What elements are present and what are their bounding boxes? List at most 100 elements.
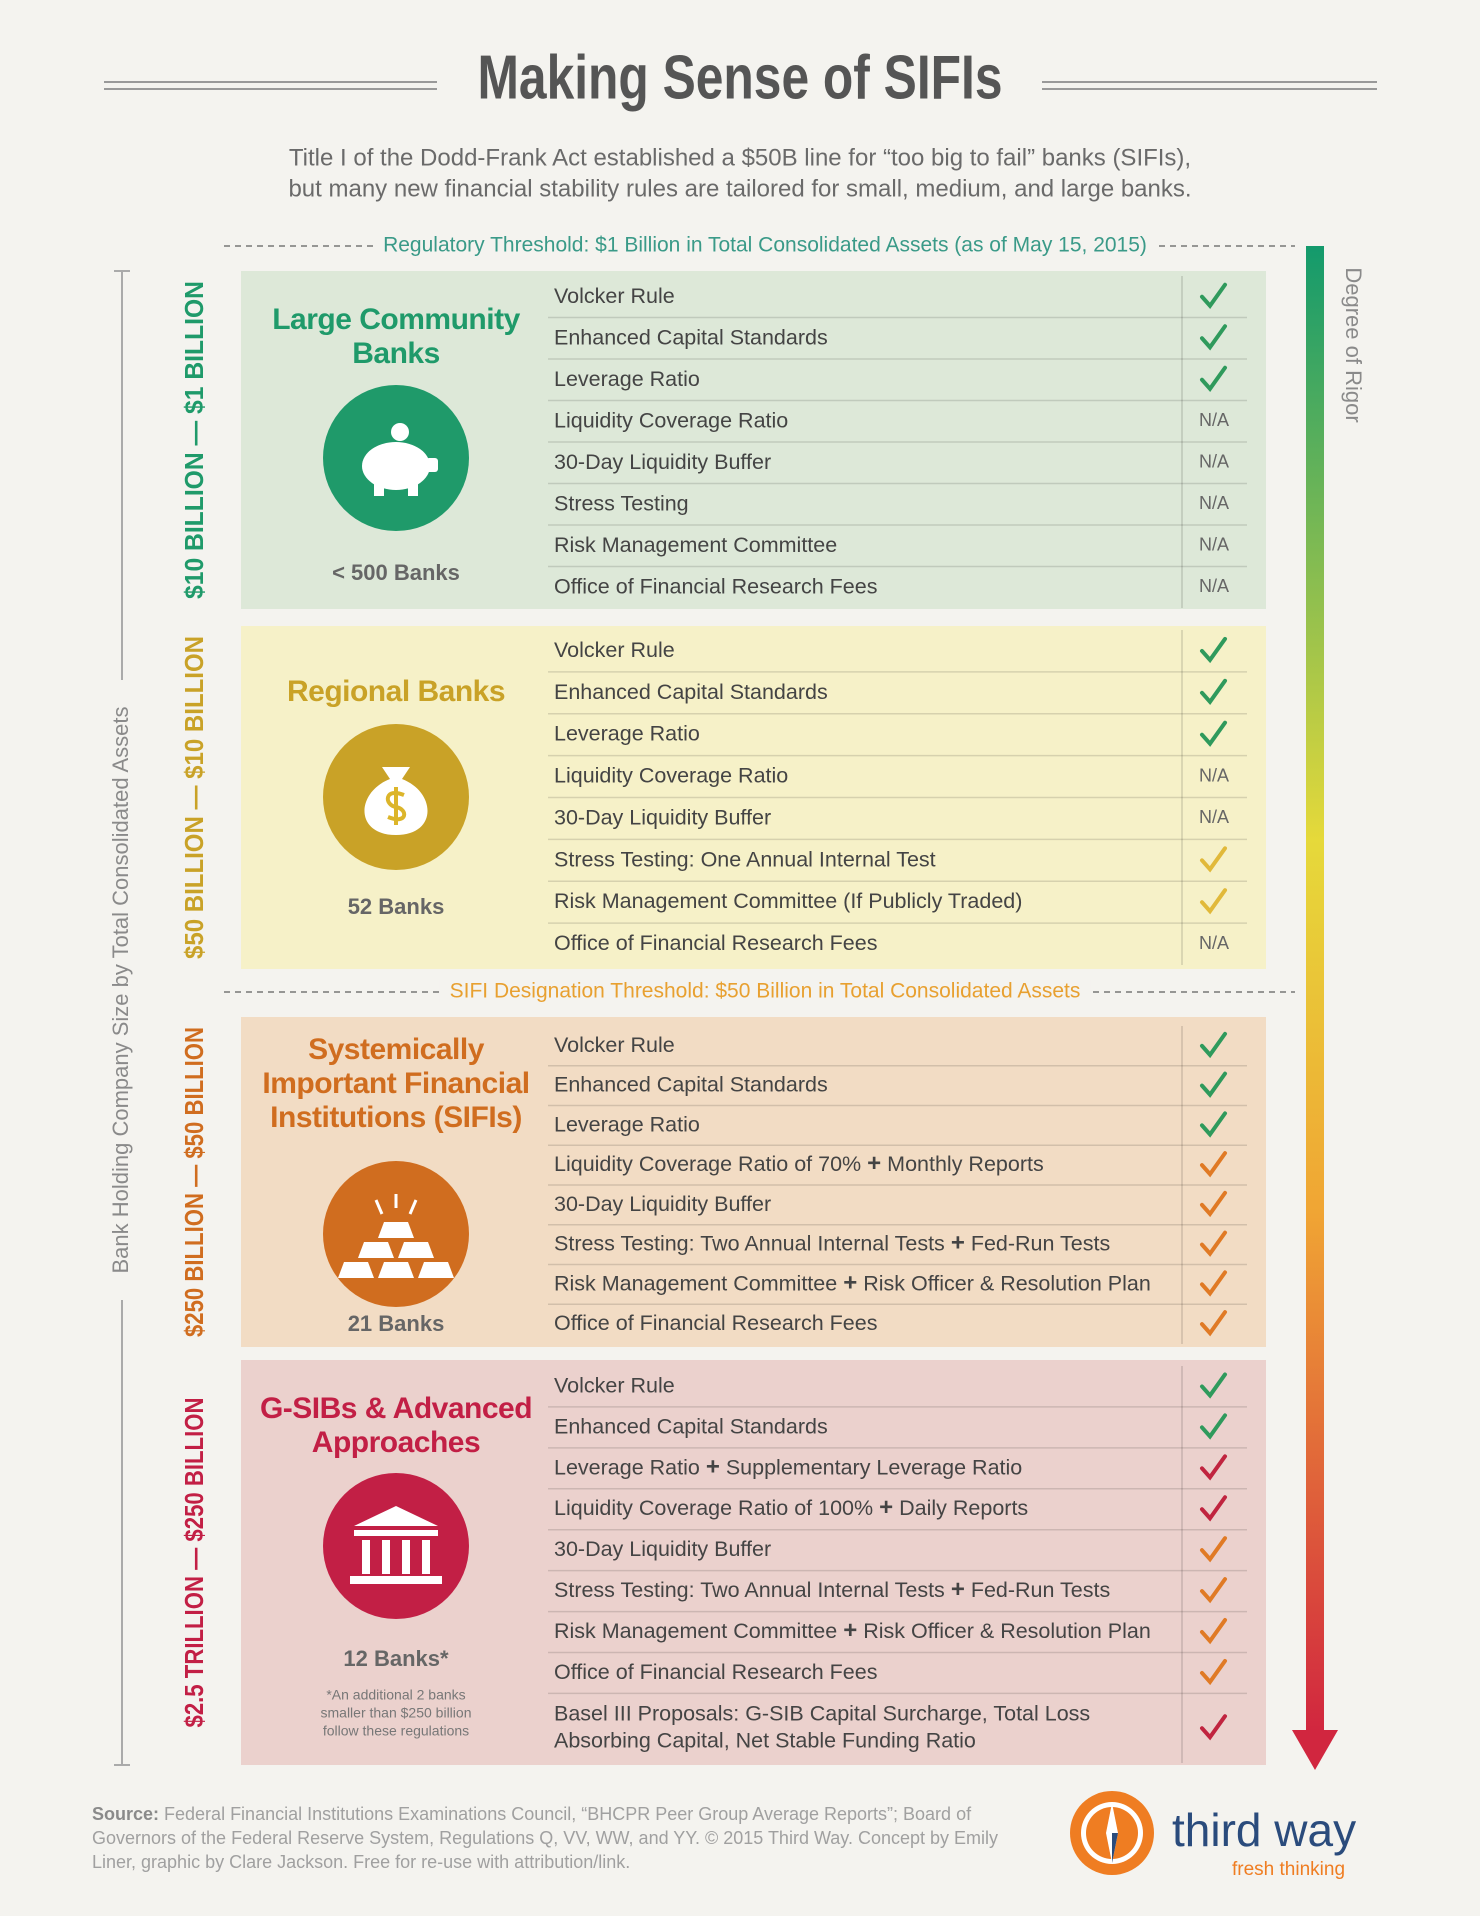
row-text: Office of Financial Research Fees	[554, 1311, 877, 1335]
row-part: 30-Day Liquidity Buffer	[554, 805, 771, 829]
row-text: Volcker Rule	[554, 638, 675, 662]
rigor-arrow-head	[1292, 1730, 1338, 1770]
row-part: 30-Day Liquidity Buffer	[554, 449, 771, 473]
row-text: Liquidity Coverage Ratio	[554, 763, 788, 787]
threshold-bg	[439, 979, 1091, 1003]
row-text: Risk Management Committee + Risk Officer &…	[554, 1617, 1151, 1644]
row-text: Leverage Ratio + Supplementary Leverage Ra…	[554, 1454, 1022, 1481]
row-part: Risk Management Committee	[554, 532, 837, 556]
row-text: Volcker Rule	[554, 1033, 675, 1057]
check	[1200, 1618, 1227, 1645]
row-part: Volcker Rule	[554, 283, 675, 307]
check	[1200, 1577, 1227, 1604]
row-part: Risk Management Committee	[554, 1271, 837, 1295]
tier-count: 21 Banks	[348, 1311, 445, 1336]
row-text: Risk Management Committee (If Publicly T…	[554, 889, 1022, 913]
tier-name: Approaches	[312, 1426, 480, 1459]
icon-shape	[398, 1242, 434, 1258]
row-text: Office of Financial Research Fees	[554, 574, 877, 598]
icon-shape	[402, 1540, 410, 1574]
tier-name: Important Financial	[262, 1067, 529, 1100]
row-text: Basel III Proposals: G-SIB Capital Surch…	[554, 1701, 1090, 1725]
source-label: Source:	[92, 1804, 160, 1824]
row-part: 30-Day Liquidity Buffer	[554, 1537, 771, 1561]
row-text: 30-Day Liquidity Buffer	[554, 805, 771, 829]
tier-name: Institutions (SIFIs)	[270, 1101, 522, 1134]
row-text: Volcker Rule	[554, 283, 675, 307]
tier-range: $50 BILLION — $10 BILLION	[179, 636, 209, 959]
icon-shape	[426, 458, 438, 472]
icon-shape	[362, 1540, 370, 1574]
tier: $2.5 TRILLION — $250 BILLION G-SIBs & Adv…	[179, 1360, 1266, 1765]
row-part: Leverage Ratio	[554, 1112, 700, 1136]
tier-name: Banks	[352, 337, 440, 370]
check	[1200, 1658, 1227, 1686]
threshold-bg	[373, 233, 1157, 257]
row-part: Leverage Ratio	[554, 1455, 700, 1479]
tier-note: *An additional 2 banks	[326, 1687, 465, 1703]
row-text: Liquidity Coverage Ratio of 70% + Monthly …	[554, 1150, 1044, 1177]
row-part: Monthly Reports	[887, 1152, 1044, 1176]
check	[1200, 846, 1227, 873]
check	[1200, 1111, 1227, 1138]
tier-name: G-SIBs & Advanced	[260, 1392, 532, 1425]
check	[1200, 1372, 1227, 1399]
icon-shape	[358, 1242, 394, 1258]
icon-shape	[378, 1262, 414, 1278]
row-part: Liquidity Coverage Ratio	[554, 763, 788, 787]
row-status: N/A	[1199, 493, 1229, 513]
row-text: Liquidity Coverage Ratio of 100% + Daily R…	[554, 1495, 1028, 1522]
icon-shape	[338, 1262, 374, 1278]
row-part: Enhanced Capital Standards	[554, 1414, 828, 1438]
row-part: Leverage Ratio	[554, 366, 700, 390]
row-part: Stress Testing	[554, 491, 689, 515]
row-part: Office of Financial Research Fees	[554, 931, 877, 955]
tier-note: smaller than $250 billion	[321, 1705, 472, 1721]
icon-shape	[374, 480, 384, 496]
row-part: Liquidity Coverage Ratio of 70%	[554, 1152, 861, 1176]
row-status: N/A	[1199, 576, 1229, 596]
icon-shape	[378, 1222, 414, 1238]
tier-count: 12 Banks*	[343, 1646, 449, 1671]
row-status: N/A	[1199, 410, 1229, 430]
row-plus: +	[843, 1617, 857, 1644]
row-text: Liquidity Coverage Ratio	[554, 408, 788, 432]
row-text: Enhanced Capital Standards	[554, 325, 828, 349]
check	[1200, 1151, 1227, 1178]
row-status: N/A	[1199, 452, 1229, 472]
check	[1200, 365, 1227, 392]
row-text: Stress Testing: One Annual Internal Test	[554, 847, 936, 871]
check	[1200, 1270, 1227, 1297]
check	[1200, 1230, 1227, 1257]
check	[1200, 1714, 1227, 1741]
icon-shape	[354, 1506, 438, 1526]
row-part: Fed-Run Tests	[971, 1231, 1110, 1255]
row-part: Liquidity Coverage Ratio	[554, 408, 788, 432]
row-text: Risk Management Committee	[554, 532, 837, 556]
row-plus: +	[951, 1576, 965, 1603]
row-part: Office of Financial Research Fees	[554, 1660, 877, 1684]
icon-shape	[374, 1199, 384, 1215]
subtitle: but many new financial stability rules a…	[288, 175, 1191, 202]
row-text: Enhanced Capital Standards	[554, 679, 828, 703]
tier-range: $2.5 TRILLION — $250 BILLION	[179, 1398, 209, 1728]
icon-shape	[391, 423, 409, 441]
check	[1200, 720, 1227, 747]
tier-range: $250 BILLION — $50 BILLION	[179, 1027, 209, 1337]
row-text: 30-Day Liquidity Buffer	[554, 1537, 771, 1561]
tier: $250 BILLION — $50 BILLION SystemicallyIm…	[179, 1017, 1266, 1347]
row-part: Volcker Rule	[554, 638, 675, 662]
icon-shape	[408, 1199, 418, 1215]
row-part: Liquidity Coverage Ratio of 100%	[554, 1496, 873, 1520]
icon-shape	[418, 1262, 454, 1278]
logo-text: third way	[1172, 1804, 1356, 1856]
check	[1200, 1071, 1227, 1098]
row-part: Enhanced Capital Standards	[554, 325, 828, 349]
row-part: Volcker Rule	[554, 1373, 675, 1397]
row-part: Daily Reports	[899, 1496, 1028, 1520]
row-part: Office of Financial Research Fees	[554, 574, 877, 598]
row-text: Stress Testing	[554, 491, 689, 515]
tier: $10 BILLION — $1 BILLION Large CommunityB…	[179, 271, 1266, 609]
check	[1200, 678, 1227, 706]
check	[1200, 1536, 1227, 1563]
